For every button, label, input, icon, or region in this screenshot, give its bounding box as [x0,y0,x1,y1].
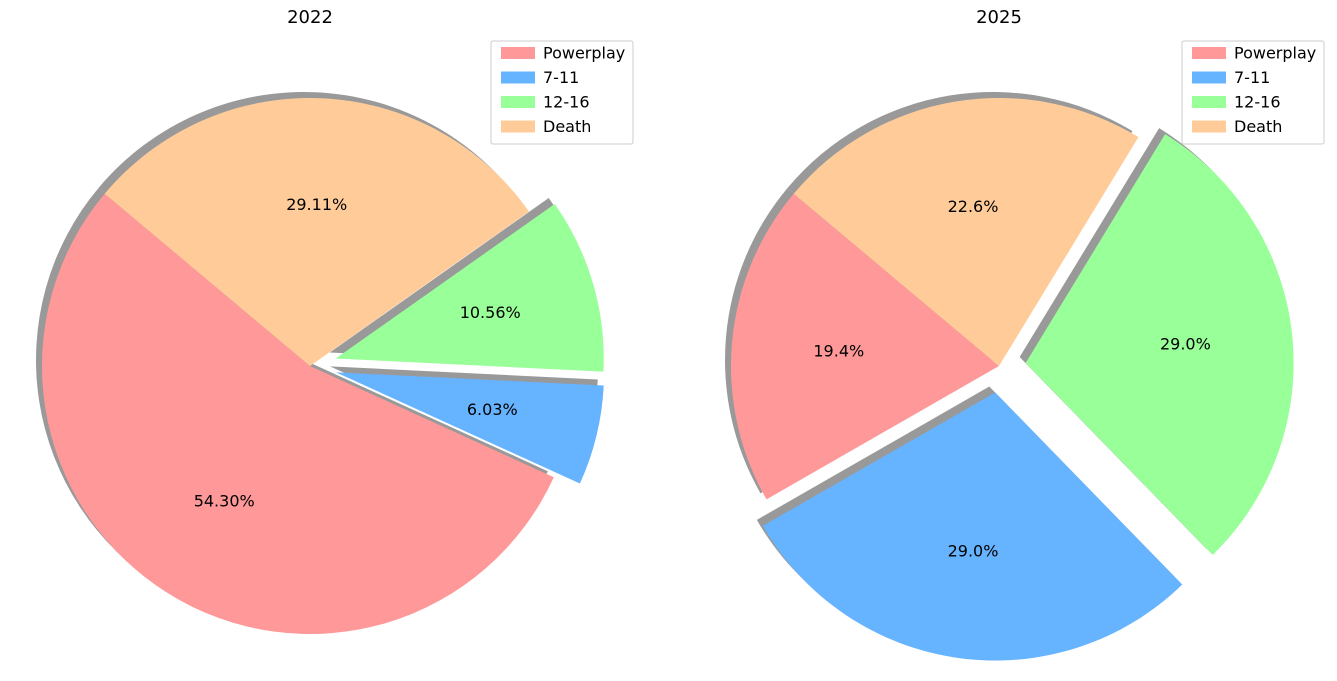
legend-label: 12-16 [1234,93,1281,112]
legend-item-7-11: 7-11 [501,68,579,87]
slice-label-12-16: 29.0% [1160,335,1211,354]
slice-labels: 54.30% 6.03% 10.56% 29.11% [194,195,521,511]
legend-item-death: Death [501,117,591,136]
legend-item-death: Death [1192,117,1282,136]
slice-label-12-16: 10.56% [460,303,521,322]
slice-7-11 [336,372,604,484]
slice-powerplay [730,193,999,500]
slice-label-death: 29.11% [286,195,347,214]
slice-death [793,97,1139,366]
legend-frame [1181,40,1325,145]
slice-death [104,98,529,366]
legend-label: Death [1234,117,1282,136]
chart-title: 2022 [287,7,333,28]
pie-chart-2022: 2022 54.30% 6.03% 10.56% 29.11% Powerplay 7-… [35,7,634,634]
legend-item-powerplay: Powerplay [1192,44,1316,63]
legend-label: 7-11 [543,68,579,87]
chart-title: 2025 [976,7,1022,28]
pie-slices: 54.30% 6.03% 10.56% 29.11% [35,92,604,634]
legend-label: Powerplay [543,44,625,63]
pie-chart-2025: 2025 19.4% 29.0% 29.0% 22.6% Powerplay 7-11 1… [724,7,1325,661]
legend-label: 7-11 [1234,68,1270,87]
slice-label-7-11: 6.03% [467,400,518,419]
pie-slices: 19.4% 29.0% 29.0% 22.6% [724,91,1294,661]
slice-12-16 [335,204,604,372]
legend-label: 12-16 [543,93,590,112]
legend-swatch [501,96,535,108]
legend-swatch [1192,47,1226,59]
legend-item-12-16: 12-16 [1192,93,1281,112]
legend-frame [490,40,634,145]
slice-12-16 [1025,134,1294,555]
legend-swatch [501,71,535,84]
legend-swatch [1192,71,1226,84]
slice-label-powerplay: 54.30% [194,492,255,511]
slice-wedges [41,98,604,634]
slice-wedges [730,97,1294,661]
legend-item-12-16: 12-16 [501,93,590,112]
slice-7-11 [762,392,1183,661]
legend-label: Powerplay [1234,44,1316,63]
slice-label-powerplay: 19.4% [813,341,864,360]
legend-swatch [501,47,535,59]
legend: Powerplay 7-11 12-16 Death [1181,40,1325,145]
legend-item-7-11: 7-11 [1192,68,1270,87]
slice-label-death: 22.6% [948,197,999,216]
legend-swatch [501,120,535,133]
legend-item-powerplay: Powerplay [501,44,625,63]
legend: Powerplay 7-11 12-16 Death [490,40,634,145]
slice-label-7-11: 29.0% [948,541,999,560]
legend-swatch [1192,120,1226,133]
legend-swatch [1192,96,1226,108]
slice-powerplay [41,193,554,634]
slice-labels: 19.4% 29.0% 29.0% 22.6% [813,197,1211,560]
legend-label: Death [543,117,591,136]
